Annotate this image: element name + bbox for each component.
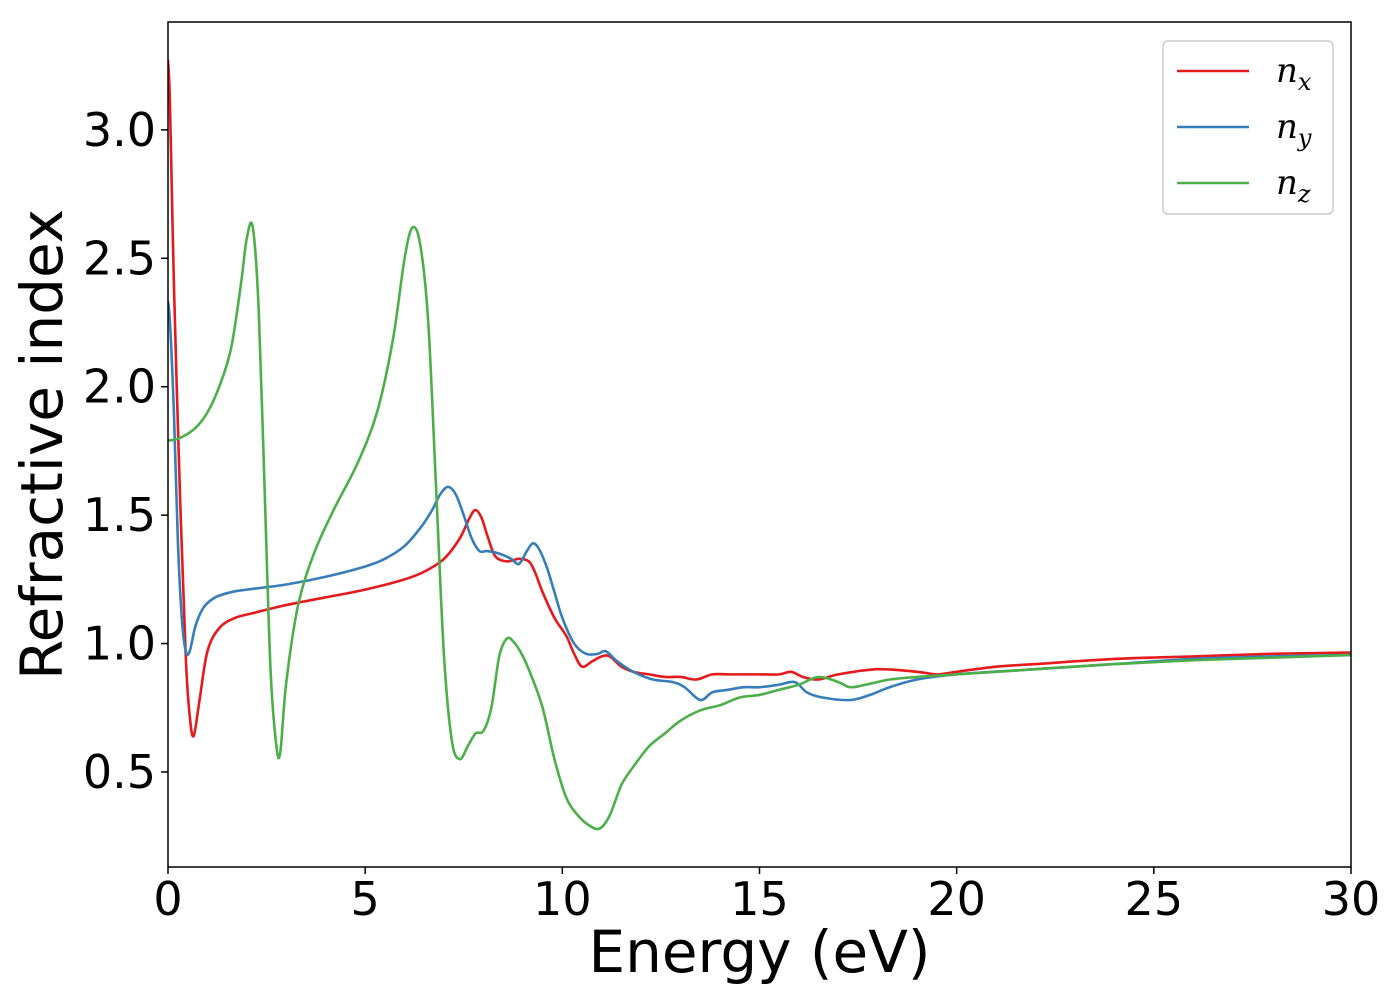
series-layer (168, 59, 1351, 831)
x-tick-label: 30 (1322, 872, 1381, 926)
x-tick-label: 20 (927, 872, 986, 926)
y-tick-label: 1.5 (83, 488, 156, 542)
y-tick-label: 2.0 (83, 360, 156, 414)
x-tick-label: 10 (533, 872, 592, 926)
y-tick-label: 1.0 (83, 617, 156, 671)
x-tick-label: 25 (1125, 872, 1184, 926)
x-tick-label: 5 (351, 872, 380, 926)
y-axis-title: Refractive index (8, 209, 76, 680)
legend-label-x: nx (1276, 51, 1312, 96)
legend-label-z: nz (1276, 163, 1311, 208)
series-line-x (168, 59, 1351, 738)
legend: nx ny nz (1162, 40, 1334, 215)
y-tick-label: 3.0 (83, 103, 156, 157)
series-line-y (168, 300, 1351, 702)
x-tick-label: 15 (730, 872, 789, 926)
series-line-z (168, 221, 1351, 831)
x-axis-title: Energy (eV) (588, 918, 930, 986)
y-axis-ticks: 0.5 1.0 1.5 2.0 2.5 3.0 (83, 103, 168, 799)
x-axis-ticks: 0 5 10 15 20 25 30 (153, 867, 1380, 926)
x-tick-label: 0 (153, 872, 182, 926)
y-tick-label: 2.5 (83, 231, 156, 285)
legend-label-y: ny (1276, 107, 1312, 152)
y-tick-label: 0.5 (83, 745, 156, 799)
